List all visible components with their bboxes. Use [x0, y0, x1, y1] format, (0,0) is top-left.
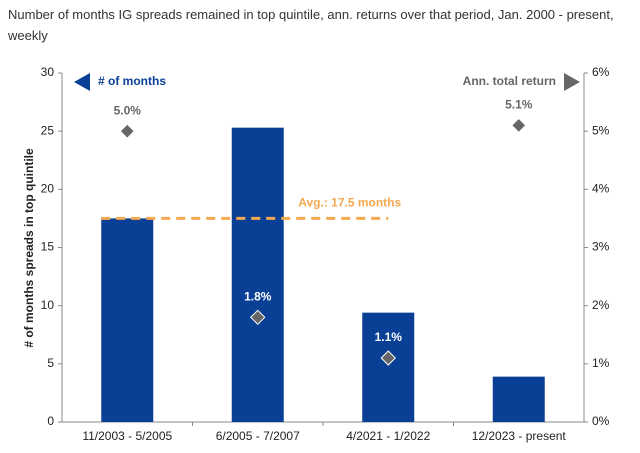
y-tick-label: 25 — [41, 123, 55, 137]
legend-arrow — [74, 73, 90, 91]
average-label: Avg.: 17.5 months — [298, 196, 401, 210]
data-label: 5.0% — [114, 103, 142, 117]
chart-title: Number of months IG spreads remained in … — [8, 7, 614, 43]
marker — [511, 117, 527, 134]
y2-tick-label: 0% — [592, 414, 610, 428]
bar — [362, 312, 415, 422]
y2-tick-label: 2% — [592, 298, 610, 312]
legend-label: # of months — [98, 74, 166, 88]
y-axis-label: # of months spreads in top quintile — [22, 148, 36, 348]
marker — [250, 309, 266, 326]
y-tick-label: 20 — [41, 182, 55, 196]
x-tick-label: 11/2003 - 5/2005 — [82, 429, 172, 443]
data-label: 5.1% — [505, 98, 533, 112]
x-tick-label: 12/2023 - present — [472, 429, 567, 443]
x-tick-label: 4/2021 - 1/2022 — [346, 429, 430, 443]
bar — [101, 218, 154, 422]
y-tick-label: 5 — [47, 356, 54, 370]
legend-arrow — [564, 73, 580, 91]
marker — [119, 123, 135, 139]
y-tick-label: 15 — [41, 240, 55, 254]
y-tick-label: 0 — [47, 414, 54, 428]
y2-tick-label: 1% — [592, 356, 610, 370]
y-tick-label: 10 — [41, 298, 55, 312]
x-tick-label: 6/2005 - 7/2007 — [216, 429, 300, 443]
marker — [380, 350, 396, 366]
legend-label: Ann. total return — [463, 74, 556, 88]
y2-tick-label: 4% — [592, 182, 610, 196]
data-label: 1.1% — [375, 330, 403, 344]
bar — [231, 127, 284, 422]
y2-tick-label: 3% — [592, 240, 610, 254]
y2-tick-label: 6% — [592, 65, 610, 79]
y-tick-label: 30 — [41, 65, 55, 79]
y2-tick-label: 5% — [592, 123, 610, 137]
bar — [492, 376, 545, 422]
data-label: 1.8% — [244, 289, 272, 303]
